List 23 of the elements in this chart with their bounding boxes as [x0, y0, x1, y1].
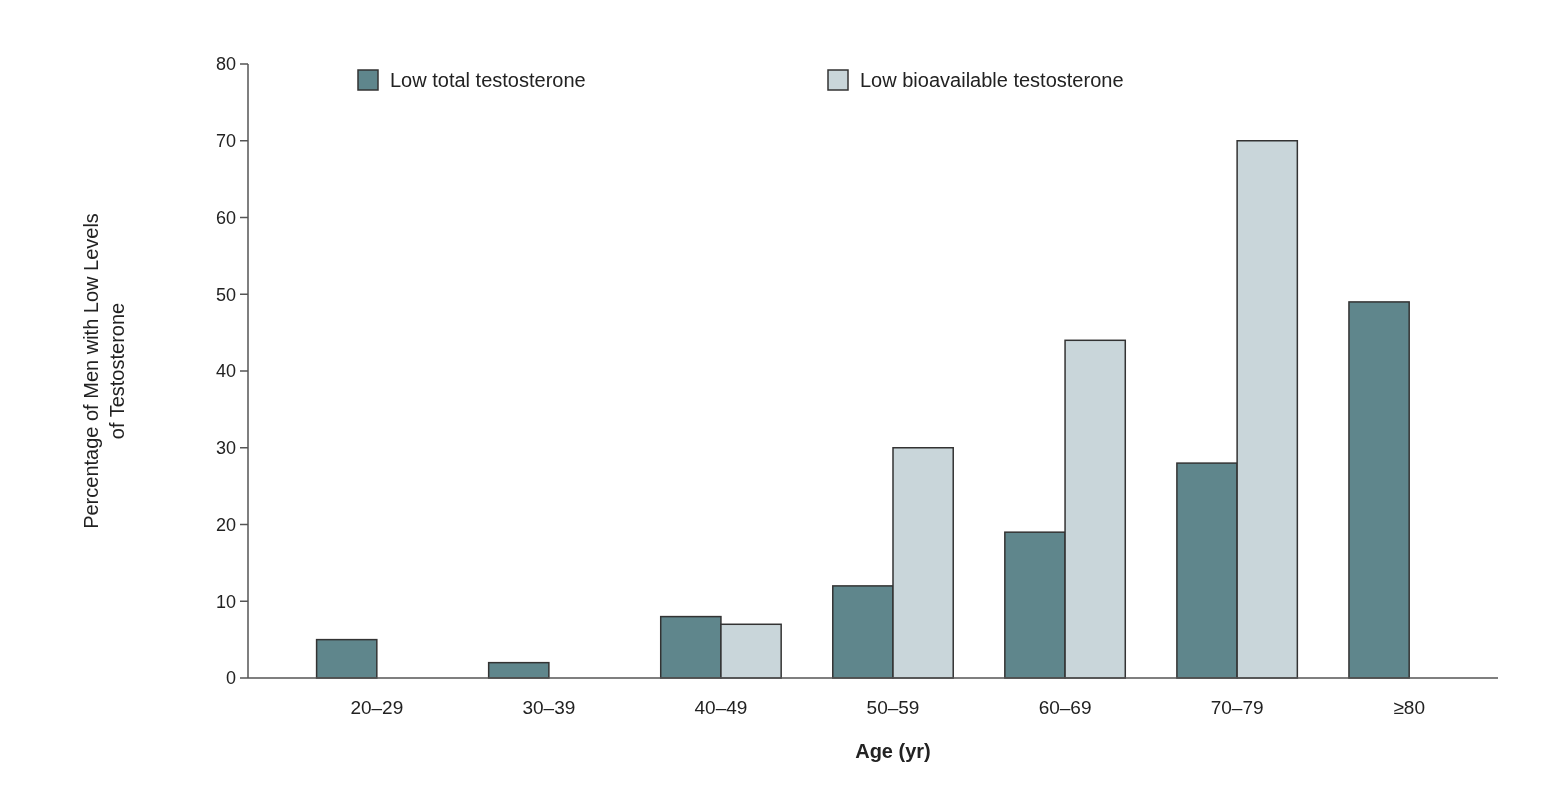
x-axis-title: Age (yr) [855, 740, 931, 762]
y-tick-label: 20 [215, 514, 236, 535]
y-tick-label: 40 [215, 361, 236, 382]
x-tick-label: 70–79 [1210, 697, 1264, 718]
legend-label: Low total testosterone [390, 69, 586, 91]
x-tick-label: 30–39 [522, 697, 576, 718]
bar [487, 661, 550, 679]
y-tick-label: 30 [215, 438, 236, 459]
x-tick-label: 40–49 [694, 697, 748, 718]
bar [315, 638, 378, 679]
x-tick-label: 50–59 [866, 697, 920, 718]
y-tick-label: 10 [215, 591, 236, 612]
bar [1348, 301, 1410, 679]
y-tick-label: 80 [215, 54, 236, 75]
legend-label: Low bioavailable testosterone [860, 69, 1124, 91]
y-tick-label: 60 [215, 207, 236, 228]
y-tick-label: 50 [215, 284, 236, 305]
x-tick-label: ≥80 [1393, 697, 1425, 718]
y-tick-label: 70 [215, 131, 236, 152]
x-tick-label: 20–29 [350, 697, 404, 718]
x-tick-label: 60–69 [1038, 697, 1092, 718]
y-axis-title: Percentage of Men with Low Levels of Testosterone [80, 213, 128, 529]
y-tick-label: 0 [225, 668, 236, 689]
